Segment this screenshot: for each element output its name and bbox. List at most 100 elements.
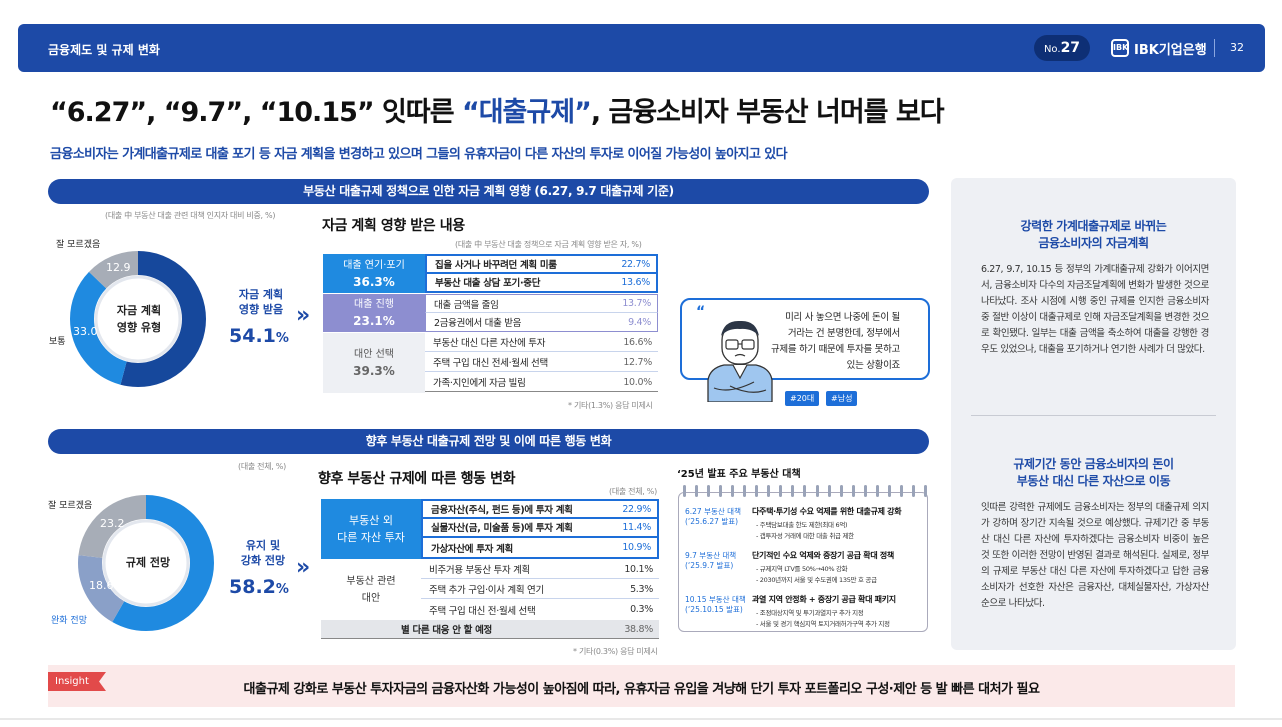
row-pct: 13.6% (621, 276, 650, 288)
quote-line: 미리 사 놓으면 나중에 돈이 될 (785, 312, 900, 323)
donut1-label-unknown: 잘 모르겠음 (56, 240, 101, 250)
side-heading-line: 부동산 대신 다른 자산으로 이동 (1016, 474, 1171, 488)
row-pct: 10.9% (622, 542, 651, 553)
schedule-heading: 다주택·투기성 수요 억제를 위한 대출규제 강화 (752, 507, 902, 516)
group-name: 부동산 관련 (346, 575, 396, 587)
section2-footnote: * 기타(0.3%) 응답 미제시 (573, 647, 658, 656)
big1-line2: 영향 받음 (238, 303, 284, 316)
table-row: 실물자산(금, 미술품 등)에 투자 계획 11.4% (421, 518, 659, 538)
donut-segment (78, 495, 214, 631)
row-label: 가상자산에 투자 계획 (431, 543, 513, 555)
big1-number: 54.1 (229, 325, 276, 347)
section2-big-label: 유지 및 강화 전망 (228, 538, 298, 568)
schedule-item: - 주택담보대출 한도 제한(최대 6억) (756, 521, 848, 529)
donut1-center-line2: 영향 유형 (116, 321, 162, 334)
donut-segment (70, 251, 206, 387)
donut2-value-unknown: 23.2 (100, 517, 125, 530)
row-pct: 13.7% (622, 298, 651, 309)
big2-line1: 유지 및 (245, 539, 281, 552)
section2-donut-note: (대출 전체, %) (238, 462, 286, 471)
quote-icon: “ (696, 304, 706, 320)
side-divider (971, 415, 1216, 416)
title-part-2: , 금융소비자 부동산 너머를 보다 (590, 97, 945, 128)
group-value: 36.3% (353, 274, 395, 289)
chevron-double-right-icon: » (296, 303, 311, 328)
section1-donut-segments (70, 251, 206, 387)
donut-hole (94, 275, 182, 363)
group-name: 부동산 외 (349, 514, 393, 527)
tag-gender: #남성 (826, 391, 858, 406)
row-label: 비주거용 부동산 투자 계획 (429, 565, 530, 576)
row-label: 집을 사거나 바꾸려던 계획 미룸 (435, 260, 557, 271)
section1-table-note: (대출 中 부동산 대출 정책으로 자금 계획 영향 받은 자, %) (455, 240, 642, 249)
schedule-notepad (678, 492, 928, 632)
group-name: 대안 (361, 592, 381, 604)
date-announce: (‘25.6.27 발표) (685, 517, 739, 526)
table-row: 주택 구입 대신 전세·월세 선택 12.7% (425, 353, 658, 372)
row-pct: 22.9% (622, 503, 651, 515)
group-value: 39.3% (353, 364, 395, 378)
section2-donut-segments (78, 495, 214, 631)
row-label: 금융자산(주식, 펀드 등)에 투자 계획 (431, 505, 573, 516)
page-header: 금융제도 및 규제 변화 No.27 IBK IBK기업은행 32 (18, 24, 1265, 72)
row-pct: 0.3% (630, 604, 653, 615)
ibk-logo: IBK IBK기업은행 (1111, 37, 1207, 59)
section1-table-title: 자금 계획 영향 받은 내용 (322, 218, 465, 234)
row-pct: 38.8% (624, 623, 653, 635)
table-row: 금융자산(주식, 펀드 등)에 투자 계획 22.9% (421, 499, 659, 519)
row-pct: 9.4% (628, 316, 651, 328)
donut2-label-ease: 완화 전망 (51, 616, 87, 626)
row-label: 주택 구입 대신 전세·월세 선택 (433, 358, 548, 369)
quote-text: 미리 사 놓으면 나중에 돈이 될 거라는 건 분명한데, 정부에서 규제를 하… (771, 310, 900, 374)
row-label: 주택 구입 대신 전·월세 선택 (429, 605, 536, 617)
big2-number: 58.2 (229, 576, 276, 598)
row-label: 실물자산(금, 미술품 등)에 투자 계획 (431, 523, 573, 534)
schedule-title: ‘25년 발표 주요 부동산 대책 (677, 469, 801, 480)
page-title: “6.27”, “9.7”, “10.15” 잇따른 “대출규제”, 금융소비자… (50, 90, 945, 129)
schedule-item: - 조정대상지역 및 투기과열지구 추가 지정 (756, 609, 864, 617)
donut1-center-line1: 자금 계획 (116, 304, 162, 317)
section2-donut-chart (78, 495, 214, 631)
schedule-item: - 규제지역 LTV를 50%→40% 강화 (756, 565, 848, 573)
row-label: 부동산 대신 다른 자산에 투자 (433, 338, 546, 349)
side-heading-line: 금융소비자의 자금계획 (1038, 236, 1149, 250)
schedule-date: 10.15 부동산 대책 (‘25.10.15 발표) (685, 595, 746, 615)
section2-table-note: (대출 전체, %) (609, 487, 657, 496)
schedule-item: - 2030년까지 서울 및 수도권에 135만 호 공급 (756, 576, 877, 584)
section2-donut-center: 규제 전망 (113, 554, 183, 571)
donut-hole (102, 519, 190, 607)
issue-prefix: No. (1043, 44, 1061, 55)
side-heading-line: 규제기간 동안 금융소비자의 돈이 (1013, 457, 1174, 471)
row-label: 가족·지인에게 자금 빌림 (433, 378, 526, 389)
group-value: 23.1% (353, 314, 395, 328)
group-name: 대출 연기·포기 (343, 259, 405, 271)
group-name: 다른 자산 투자 (337, 531, 405, 544)
tag-age: #20대 (785, 391, 820, 406)
donut2-value-ease: 18.6 (89, 579, 114, 592)
date-name: 6.27 부동산 대책 (685, 507, 741, 516)
table-row: 부동산 대출 상담 포기·중단 13.6% (425, 273, 658, 293)
row-label: 부동산 대출 상담 포기·중단 (435, 278, 541, 289)
row-label: 대출 금액을 줄임 (434, 299, 499, 311)
section1-donut-note: (대출 中 부동산 대출 관련 대책 인지자 대비 비중, %) (105, 211, 276, 220)
section2-bar: 향후 부동산 대출규제 전망 및 이에 따른 행동 변화 (48, 429, 929, 454)
big1-line1: 자금 계획 (238, 288, 284, 301)
schedule-date: 9.7 부동산 대책 (‘25.9.7 발표) (685, 551, 736, 571)
ibk-logo-icon: IBK (1111, 39, 1129, 57)
big1-unit: % (275, 331, 289, 346)
table-row: 주택 추가 구입·이사 계획 연기 5.3% (421, 580, 659, 599)
table-row-no-action: 별 다른 대응 안 할 예정 38.8% (321, 620, 659, 639)
header-section-title: 금융제도 및 규제 변화 (48, 43, 160, 57)
group-loan-postpone: 대출 연기·포기 36.3% (323, 254, 425, 293)
date-announce: (‘25.10.15 발표) (685, 605, 743, 614)
title-highlight: “대출규제” (461, 97, 592, 128)
side-heading-1: 강력한 가계대출규제로 바뀌는 금융소비자의 자금계획 (951, 218, 1236, 252)
date-announce: (‘25.9.7 발표) (685, 561, 734, 570)
table-row: 부동산 대신 다른 자산에 투자 16.6% (425, 333, 658, 352)
